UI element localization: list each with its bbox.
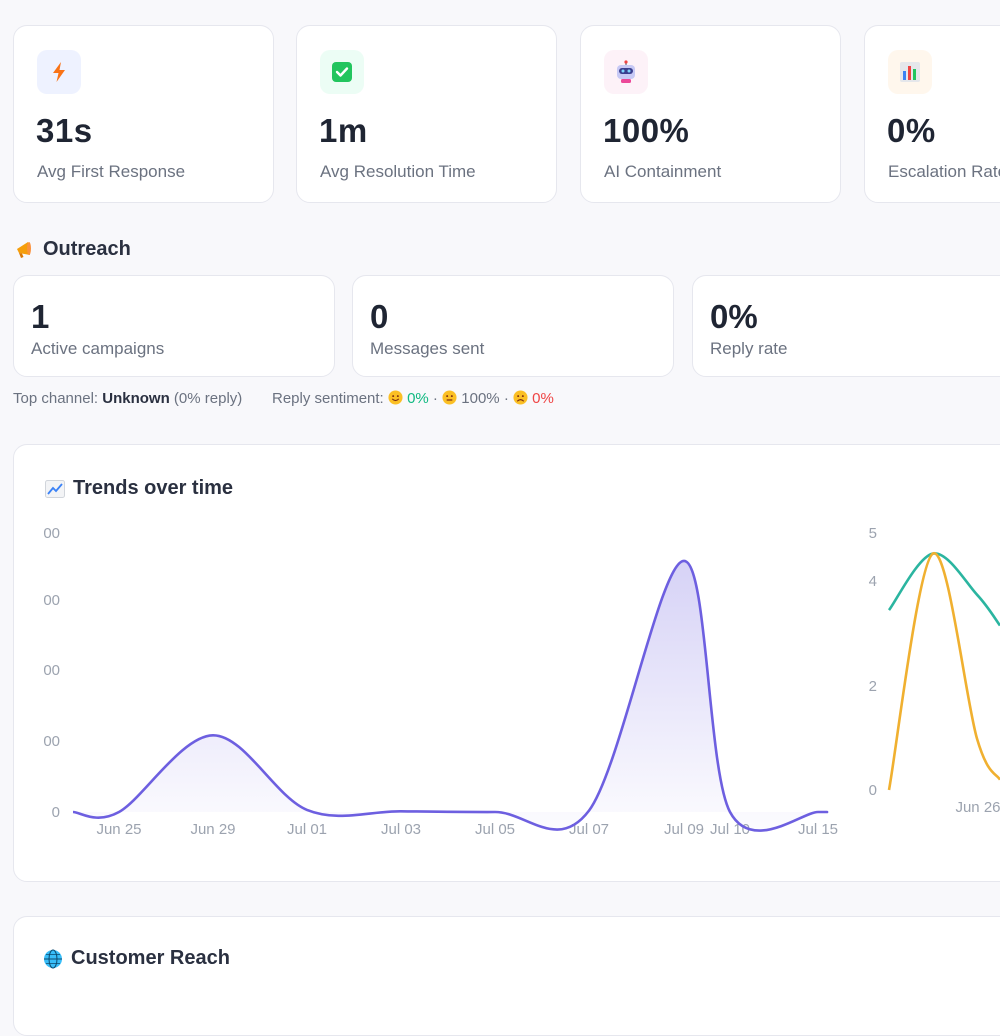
kpi-icon-box bbox=[320, 50, 364, 94]
reply-sentiment: Reply sentiment: 0% · 100% · 0% bbox=[272, 390, 554, 407]
customer-reach-card: Customer Reach bbox=[13, 916, 1000, 1036]
stat-value: 0% bbox=[710, 298, 758, 335]
trends-title-text: Trends over time bbox=[73, 477, 234, 499]
top-channel-reply: (0% reply) bbox=[173, 390, 243, 407]
stat-label: Messages sent bbox=[370, 339, 485, 358]
top-channel-label: Top channel: bbox=[13, 390, 99, 407]
kpi-value: 1m bbox=[319, 112, 368, 149]
kpi-card-first-response: 31s Avg First Response bbox=[13, 25, 274, 203]
sentiment-positive: 0% bbox=[407, 390, 429, 407]
kpi-value: 100% bbox=[603, 112, 690, 149]
globe-icon bbox=[44, 949, 62, 968]
top-channel-value: Unknown bbox=[102, 390, 170, 407]
robot-icon bbox=[617, 60, 635, 83]
stat-value: 0 bbox=[370, 298, 389, 335]
megaphone-icon bbox=[17, 241, 31, 258]
kpi-icon-box bbox=[604, 50, 648, 94]
trends-card: Trends over time bbox=[13, 444, 1000, 882]
sentiment-sep: · bbox=[432, 390, 438, 407]
kpi-icon-box bbox=[37, 50, 81, 94]
sentiment-label: Reply sentiment: bbox=[272, 390, 384, 407]
kpi-label: AI Containment bbox=[604, 162, 722, 181]
neutral-emoji-icon bbox=[442, 390, 457, 405]
lightning-icon bbox=[53, 62, 65, 82]
customer-reach-title-text: Customer Reach bbox=[71, 947, 230, 969]
sentiment-negative: 0% bbox=[532, 390, 554, 407]
outreach-stat-messages-sent: 0 Messages sent bbox=[352, 275, 674, 377]
sentiment-sep: · bbox=[503, 390, 509, 407]
stat-value: 1 bbox=[31, 298, 50, 335]
kpi-label: Avg Resolution Time bbox=[320, 162, 476, 181]
kpi-value: 31s bbox=[36, 112, 93, 149]
kpi-card-ai-containment: 100% AI Containment bbox=[580, 25, 841, 203]
kpi-icon-box bbox=[888, 50, 932, 94]
kpi-label: Avg First Response bbox=[37, 162, 186, 181]
trends-title: Trends over time bbox=[45, 477, 233, 500]
outreach-title: Outreach bbox=[15, 238, 131, 261]
kpi-value: 0% bbox=[887, 112, 936, 149]
kpi-card-resolution-time: 1m Avg Resolution Time bbox=[296, 25, 557, 203]
check-box-icon bbox=[332, 62, 352, 82]
stat-label: Reply rate bbox=[710, 339, 788, 358]
smile-emoji-icon bbox=[388, 390, 403, 405]
outreach-title-text: Outreach bbox=[43, 238, 131, 260]
customer-reach-title: Customer Reach bbox=[43, 947, 230, 970]
stat-label: Active campaigns bbox=[31, 339, 165, 358]
sad-emoji-icon bbox=[513, 390, 528, 405]
bar-chart-icon bbox=[900, 62, 920, 82]
top-channel: Top channel: Unknown (0% reply) bbox=[13, 390, 242, 407]
trend-chart-icon bbox=[45, 479, 65, 498]
kpi-label: Escalation Rate bbox=[888, 162, 1000, 181]
sentiment-neutral: 100% bbox=[461, 390, 500, 407]
kpi-card-escalation-rate: 0% Escalation Rate bbox=[864, 25, 1000, 203]
outreach-stat-reply-rate: 0% Reply rate bbox=[692, 275, 1000, 377]
outreach-stat-active-campaigns: 1 Active campaigns bbox=[13, 275, 335, 377]
